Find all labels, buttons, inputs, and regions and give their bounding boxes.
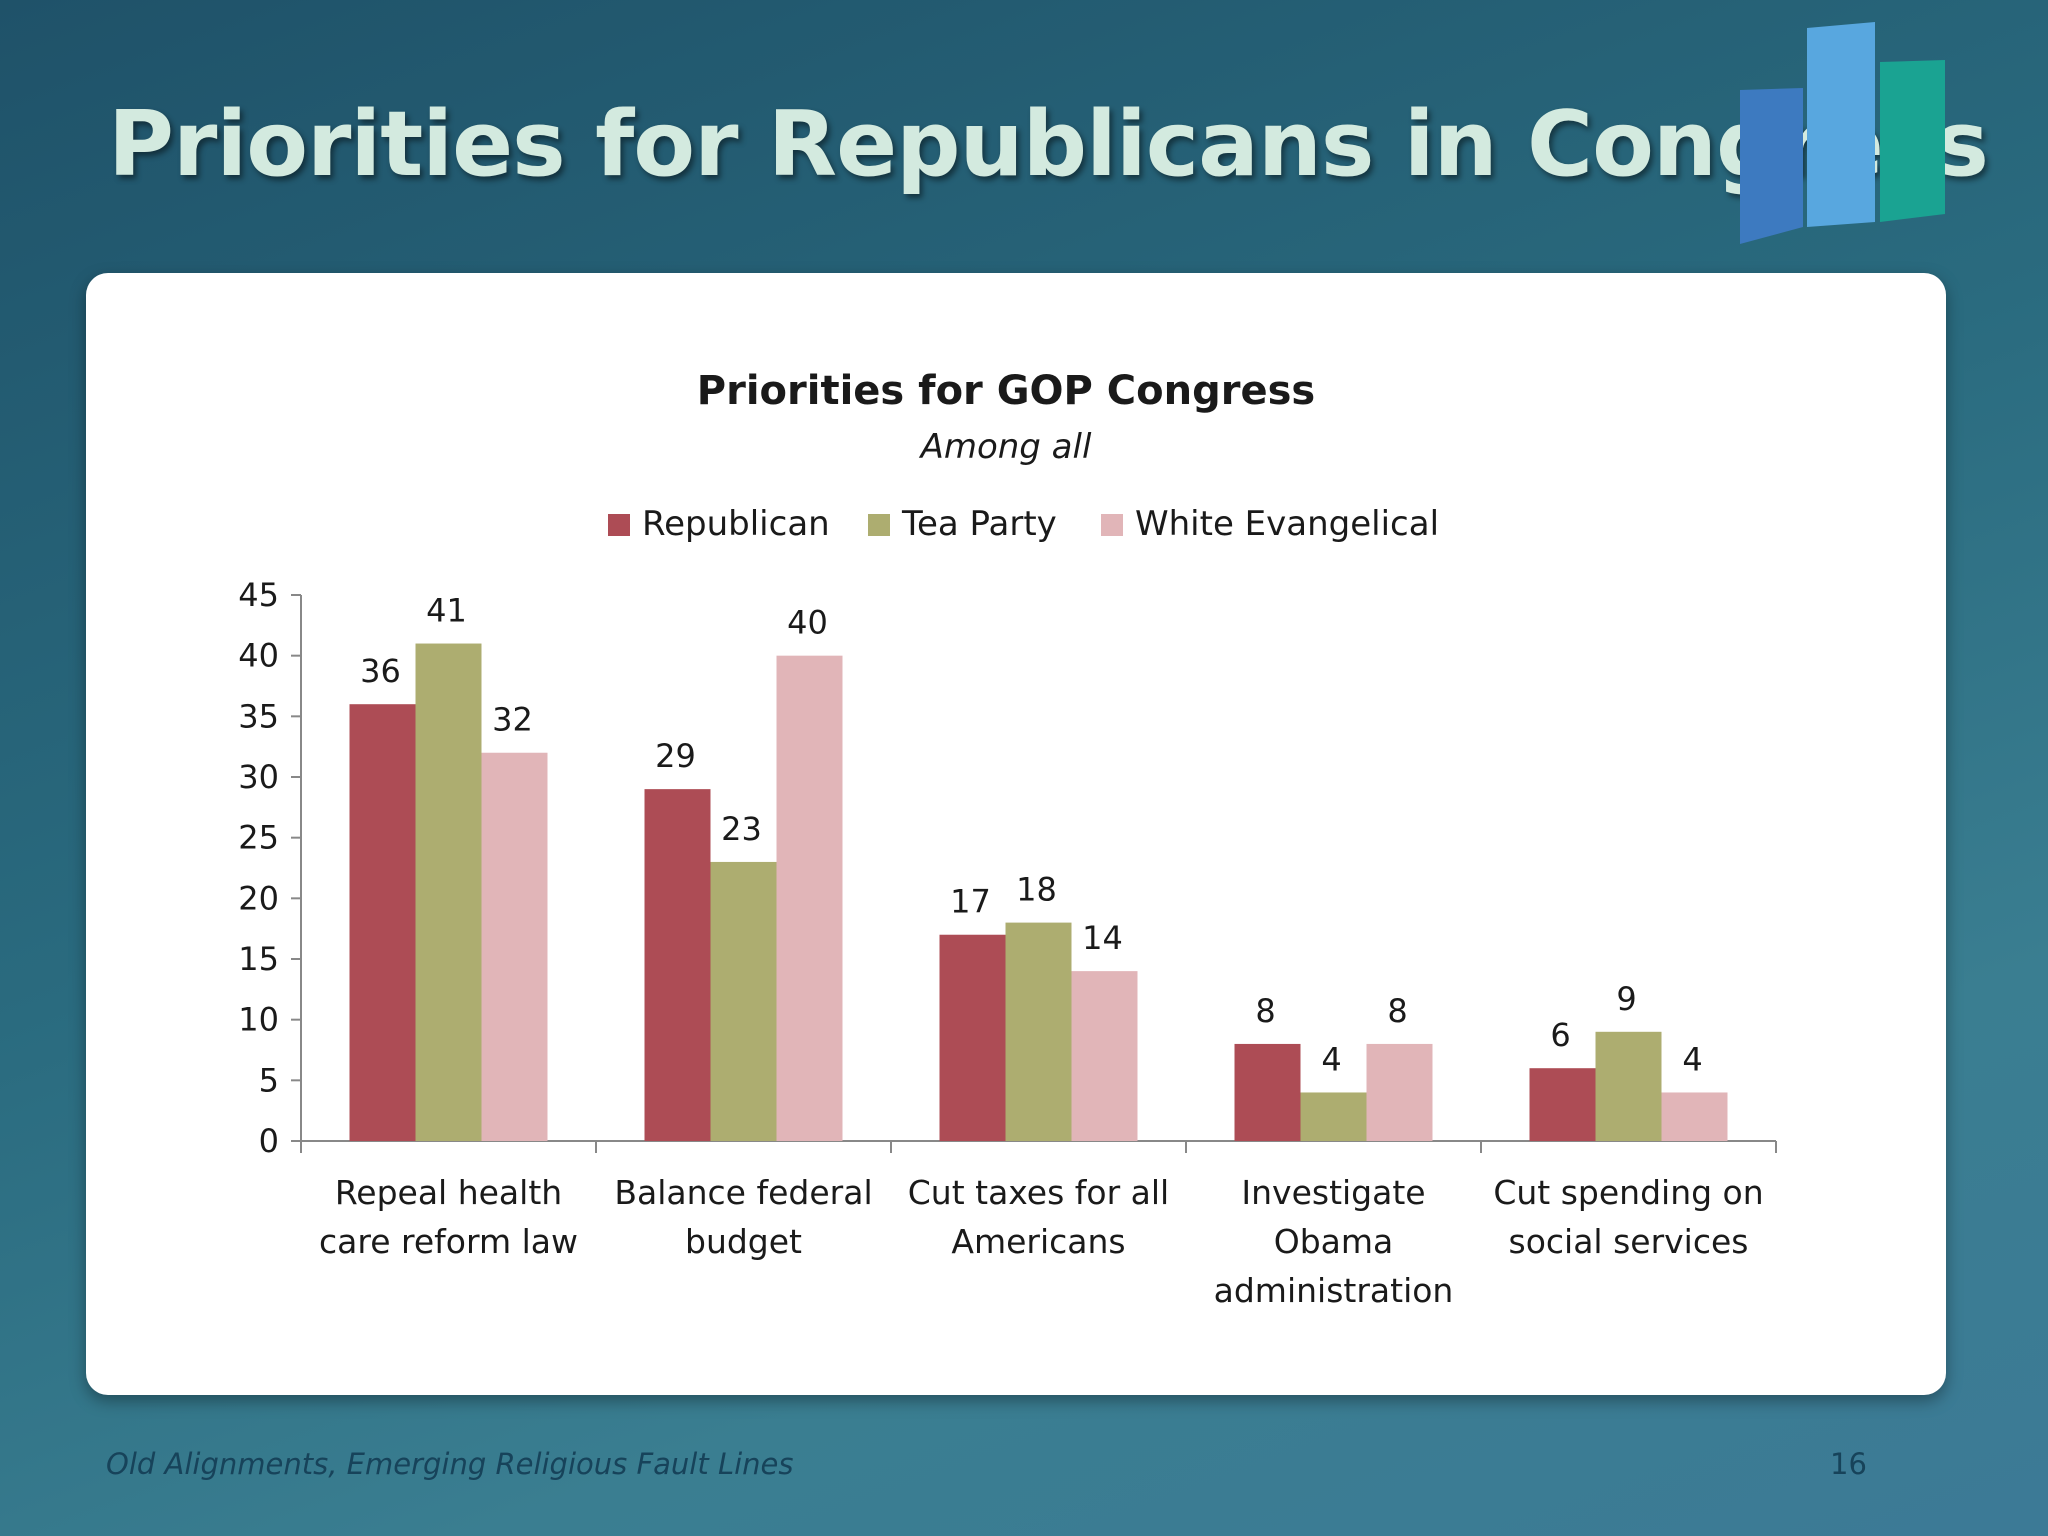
legend-label: Republican <box>642 504 830 544</box>
data-label: 4 <box>1321 1040 1341 1078</box>
y-tick-label: 5 <box>259 1061 279 1099</box>
category-label: social services <box>1509 1222 1749 1261</box>
legend-swatch <box>868 514 890 536</box>
data-label: 17 <box>950 883 991 921</box>
data-label: 41 <box>426 592 467 630</box>
data-label: 6 <box>1550 1016 1570 1054</box>
data-label: 40 <box>787 604 828 642</box>
bar <box>644 789 711 1141</box>
y-tick-label: 40 <box>238 637 279 675</box>
bar <box>1005 922 1072 1141</box>
bar <box>710 861 777 1141</box>
bar <box>1300 1092 1367 1141</box>
bar-chart: Priorities for GOP Congress Among all Re… <box>238 368 1777 1310</box>
bar <box>1595 1031 1662 1141</box>
category-label: Americans <box>951 1222 1125 1261</box>
bar <box>1661 1092 1728 1141</box>
bar <box>939 934 1006 1141</box>
chart-panel: Priorities for GOP Congress Among all Re… <box>86 273 1946 1395</box>
chart-subtitle: Among all <box>919 427 1092 467</box>
chart-data-labels: 36 41 32 29 23 40 17 18 14 8 4 8 6 9 4 <box>360 592 1703 1079</box>
y-tick-label: 0 <box>259 1122 279 1160</box>
y-tick-label: 20 <box>238 879 279 917</box>
data-label: 29 <box>655 737 696 775</box>
y-tick-label: 15 <box>238 940 279 978</box>
y-tick-label: 30 <box>238 758 279 796</box>
bar <box>349 704 416 1141</box>
data-label: 8 <box>1255 992 1275 1030</box>
page-number: 16 <box>1830 1447 1867 1481</box>
chart-legend: Republican Tea Party White Evangelical <box>608 504 1439 544</box>
data-label: 4 <box>1682 1040 1702 1078</box>
category-label: Balance federal <box>614 1173 872 1212</box>
chart-title: Priorities for GOP Congress <box>697 368 1315 414</box>
footer-text: Old Alignments, Emerging Religious Fault… <box>106 1447 794 1481</box>
bar <box>1071 971 1138 1141</box>
data-label: 36 <box>360 652 401 690</box>
category-label: care reform law <box>319 1222 578 1261</box>
legend-swatch <box>608 514 630 536</box>
legend-label: White Evangelical <box>1135 504 1439 544</box>
data-label: 14 <box>1082 919 1123 957</box>
y-tick-label: 45 <box>238 576 279 614</box>
bar-chart-logo-icon <box>1740 22 1945 244</box>
category-label: administration <box>1214 1271 1454 1310</box>
bar <box>1366 1043 1433 1141</box>
slide-title: Priorities for Republicans in Congress <box>108 92 1989 197</box>
data-label: 9 <box>1616 980 1636 1018</box>
category-label: Repeal health <box>335 1173 562 1212</box>
data-label: 18 <box>1016 871 1057 909</box>
legend-label: Tea Party <box>901 504 1057 544</box>
category-label: Investigate <box>1241 1173 1425 1212</box>
chart-bars <box>349 643 1728 1141</box>
category-label: Cut taxes for all <box>908 1173 1169 1212</box>
y-tick-label: 35 <box>238 697 279 735</box>
bar <box>1234 1043 1301 1141</box>
chart-category-labels: Repeal health care reform law Balance fede… <box>319 1173 1764 1310</box>
bar <box>1529 1068 1596 1141</box>
bar <box>776 655 843 1141</box>
chart-axes: 0 5 10 15 20 25 30 35 40 45 <box>238 576 1777 1160</box>
bar <box>415 643 482 1141</box>
category-label: budget <box>685 1222 802 1261</box>
category-label: Obama <box>1274 1222 1394 1261</box>
data-label: 8 <box>1387 992 1407 1030</box>
data-label: 23 <box>721 810 762 848</box>
category-label: Cut spending on <box>1493 1173 1763 1212</box>
y-tick-label: 10 <box>238 1001 279 1039</box>
y-tick-label: 25 <box>238 819 279 857</box>
legend-swatch <box>1101 514 1123 536</box>
bar <box>481 752 548 1141</box>
data-label: 32 <box>492 701 533 739</box>
